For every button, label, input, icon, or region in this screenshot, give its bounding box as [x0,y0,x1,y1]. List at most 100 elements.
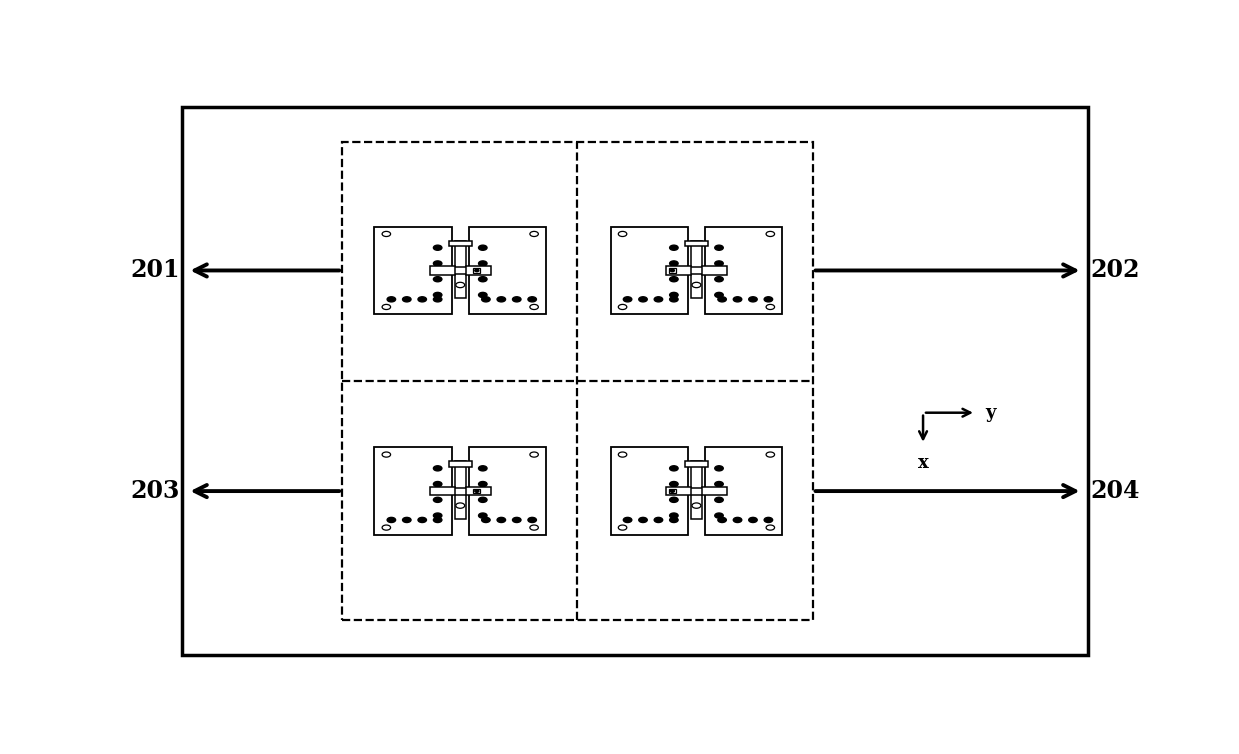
Circle shape [403,517,411,523]
Circle shape [715,466,724,471]
Bar [430,266,455,274]
Text: 203: 203 [130,479,180,503]
Circle shape [669,513,678,518]
Circle shape [715,277,724,282]
Circle shape [475,490,478,492]
Circle shape [654,517,663,523]
Bar [667,266,691,274]
Text: 204: 204 [1090,479,1140,503]
Circle shape [669,293,678,298]
Circle shape [715,261,724,266]
Bar [691,241,701,267]
Circle shape [669,297,678,302]
Circle shape [693,503,701,508]
Circle shape [387,517,395,523]
Circle shape [715,293,724,298]
Circle shape [434,497,442,502]
Bar [468,447,546,535]
Bar [667,487,691,495]
Circle shape [748,517,757,523]
Bar [449,241,472,247]
Circle shape [669,245,678,250]
Circle shape [434,261,442,266]
Bar [691,461,701,488]
Circle shape [528,517,536,523]
Circle shape [382,305,390,310]
Bar [473,268,481,273]
Circle shape [513,297,520,302]
Circle shape [669,261,678,266]
Circle shape [497,517,506,523]
Circle shape [764,297,773,302]
Circle shape [482,517,491,523]
Circle shape [766,525,774,530]
Circle shape [456,282,465,288]
Circle shape [478,293,487,298]
Circle shape [669,466,678,471]
Bar [611,227,688,314]
Bar [669,489,676,493]
Circle shape [764,517,773,523]
Circle shape [497,297,506,302]
Circle shape [530,231,539,237]
Bar [611,447,688,535]
Circle shape [528,297,536,302]
Bar [701,487,727,495]
Circle shape [715,497,724,502]
Circle shape [403,297,411,302]
Circle shape [475,269,478,271]
Text: x: x [918,454,928,472]
Text: y: y [985,403,996,421]
Bar [455,241,466,267]
Circle shape [715,482,724,486]
Circle shape [766,305,774,310]
Circle shape [482,297,491,302]
Circle shape [530,525,539,530]
Circle shape [618,452,627,457]
Bar [691,495,701,519]
Circle shape [693,282,701,288]
Circle shape [618,525,627,530]
Bar [701,266,727,274]
Circle shape [669,497,678,502]
Circle shape [513,517,520,523]
Bar [473,489,481,493]
Circle shape [478,245,487,250]
Bar [449,461,472,467]
Bar [466,266,491,274]
Circle shape [639,297,647,302]
Bar [455,495,466,519]
Circle shape [654,297,663,302]
Bar [374,447,451,535]
Circle shape [434,277,442,282]
Circle shape [715,245,724,250]
Circle shape [530,305,539,310]
Circle shape [733,297,742,302]
Text: 202: 202 [1090,259,1140,283]
Circle shape [733,517,742,523]
Text: 201: 201 [130,259,180,283]
Circle shape [418,517,426,523]
Circle shape [382,452,390,457]
Circle shape [618,305,627,310]
Circle shape [382,231,390,237]
Bar [430,487,455,495]
Circle shape [639,517,647,523]
Bar [466,487,491,495]
Circle shape [478,466,487,471]
Circle shape [670,269,674,271]
Circle shape [434,293,442,298]
Circle shape [766,452,774,457]
Circle shape [715,513,724,518]
Circle shape [766,231,774,237]
Circle shape [478,513,487,518]
Bar [342,142,813,620]
Circle shape [717,297,726,302]
Bar [455,274,466,299]
Circle shape [434,297,442,302]
Bar [455,461,466,488]
Circle shape [456,503,465,508]
Circle shape [478,497,487,502]
Circle shape [387,297,395,302]
Circle shape [669,482,678,486]
